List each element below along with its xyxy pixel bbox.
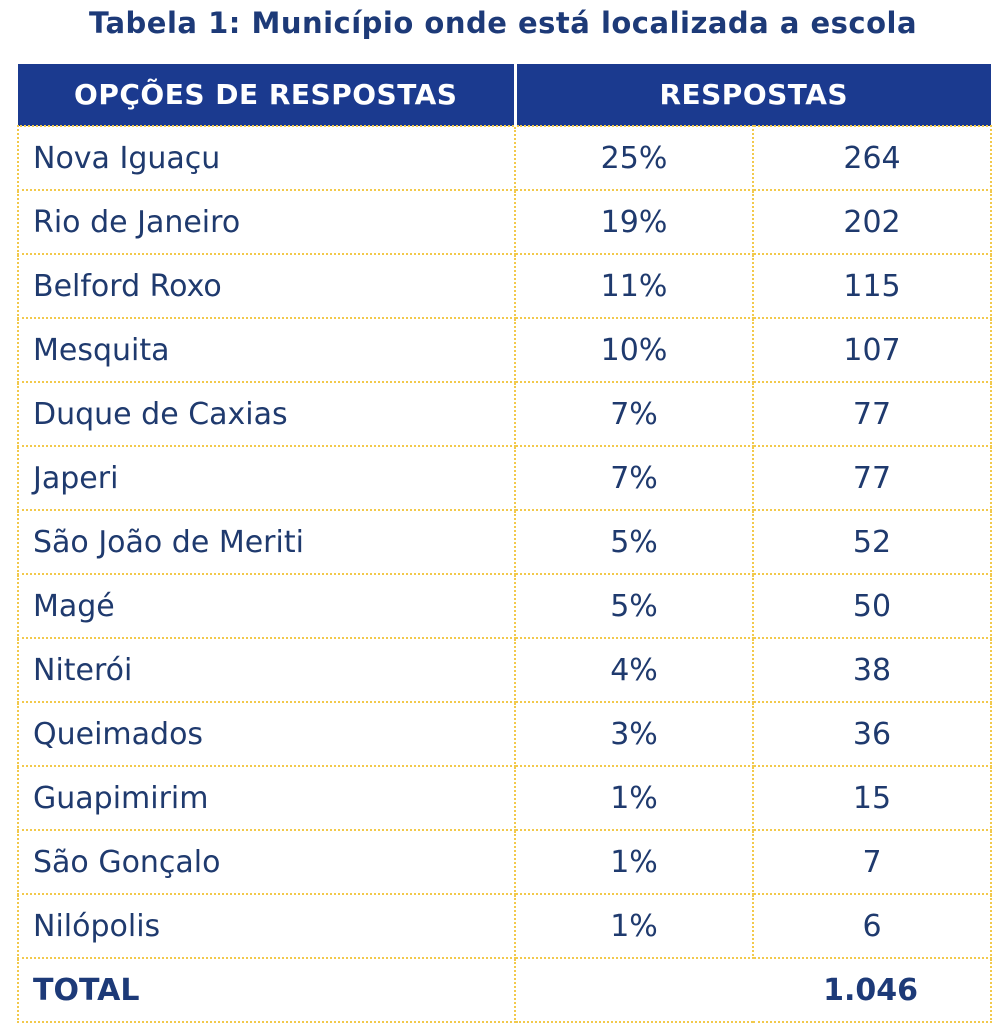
row-name: Magé [17,573,516,639]
row-percent: 5% [514,573,754,639]
row-percent: 25% [514,125,754,191]
row-count: 36 [751,701,993,767]
row-percent: 19% [514,189,754,255]
row-count: 52 [751,509,993,575]
row-name: Nilópolis [17,893,516,959]
row-count: 77 [751,381,993,447]
row-percent: 10% [514,317,754,383]
row-name: Nova Iguaçu [17,125,516,191]
row-count: 7 [751,829,993,895]
row-count: 115 [751,253,993,319]
table-row: Mesquita 10% 107 [17,317,993,383]
row-name: Belford Roxo [17,253,516,319]
table-header-row: OPÇÕES DE RESPOSTAS RESPOSTAS [18,64,992,126]
row-percent: 1% [514,829,754,895]
row-percent: 7% [514,445,754,511]
row-name: São João de Meriti [17,509,516,575]
row-count: 264 [751,125,993,191]
table-row: Queimados 3% 36 [17,701,993,767]
total-label: TOTAL [17,957,516,1023]
row-count: 38 [751,637,993,703]
table-row: Magé 5% 50 [17,573,993,639]
table-row: Nilópolis 1% 6 [17,893,993,959]
total-row: TOTAL 1.046 [17,957,993,1023]
row-name: Queimados [17,701,516,767]
row-percent: 11% [514,253,754,319]
municipality-table: OPÇÕES DE RESPOSTAS RESPOSTAS Nova Iguaç… [17,64,993,1023]
total-value: 1.046 [513,957,993,1023]
table-row: Rio de Janeiro 19% 202 [17,189,993,255]
table-row: Japeri 7% 77 [17,445,993,511]
row-count: 107 [751,317,993,383]
table-title: Tabela 1: Município onde está localizada… [88,6,918,40]
row-percent: 7% [514,381,754,447]
row-name: Guapimirim [17,765,516,831]
table-row: Niterói 4% 38 [17,637,993,703]
row-count: 77 [751,445,993,511]
table-row: Duque de Caxias 7% 77 [17,381,993,447]
row-name: Japeri [17,445,516,511]
row-name: São Gonçalo [17,829,516,895]
row-percent: 4% [514,637,754,703]
table-row: Guapimirim 1% 15 [17,765,993,831]
row-percent: 1% [514,765,754,831]
row-name: Duque de Caxias [17,381,516,447]
row-name: Niterói [17,637,516,703]
row-percent: 1% [514,893,754,959]
row-count: 202 [751,189,993,255]
header-responses: RESPOSTAS [515,64,992,126]
row-name: Rio de Janeiro [17,189,516,255]
header-options: OPÇÕES DE RESPOSTAS [18,64,517,126]
table-row: Belford Roxo 11% 115 [17,253,993,319]
row-count: 6 [751,893,993,959]
table-row: Nova Iguaçu 25% 264 [17,125,993,191]
row-percent: 5% [514,509,754,575]
row-count: 15 [751,765,993,831]
row-name: Mesquita [17,317,516,383]
table-row: São João de Meriti 5% 52 [17,509,993,575]
row-percent: 3% [514,701,754,767]
row-count: 50 [751,573,993,639]
table-row: São Gonçalo 1% 7 [17,829,993,895]
